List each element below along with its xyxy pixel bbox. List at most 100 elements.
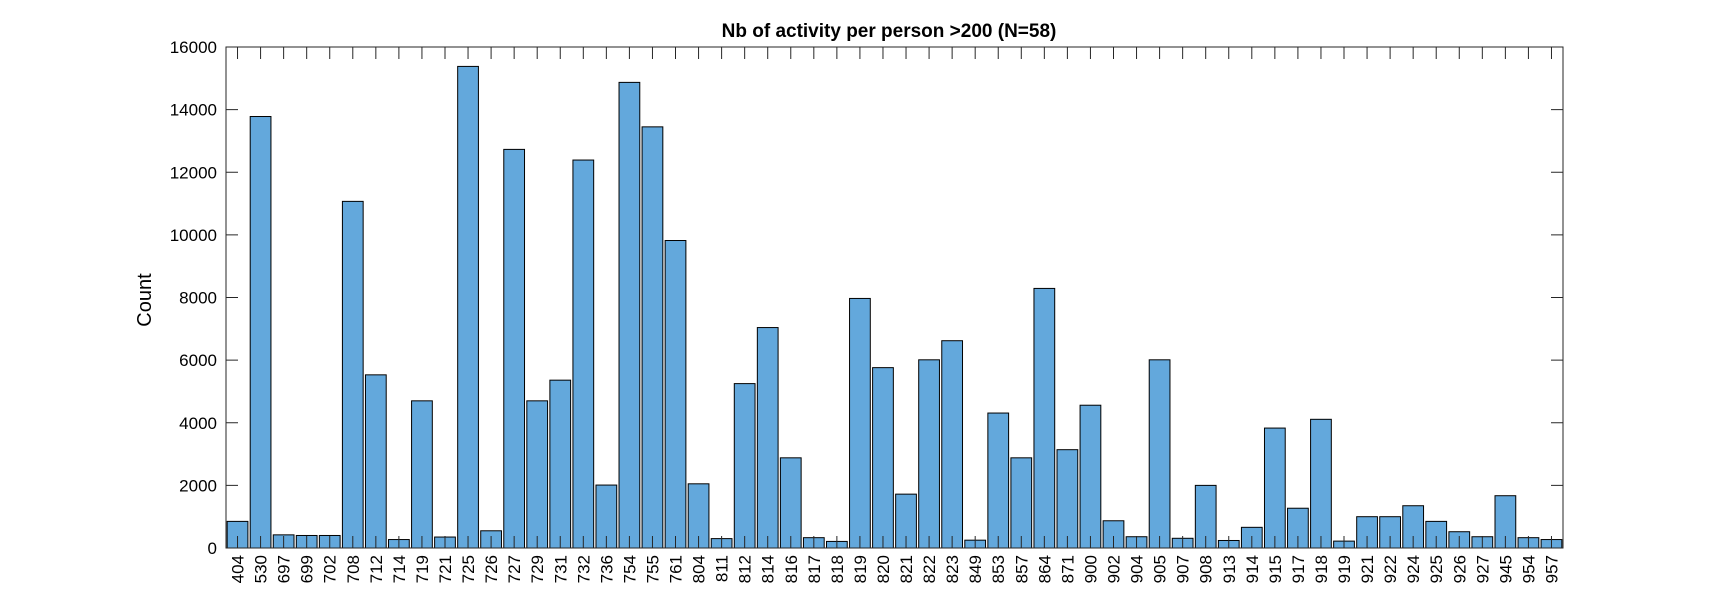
x-tick-label: 820 xyxy=(874,555,893,583)
bar-725 xyxy=(457,65,479,549)
x-tick-label: 719 xyxy=(413,555,432,583)
x-tick-label: 945 xyxy=(1496,555,1515,583)
x-tick-label: 822 xyxy=(920,555,939,583)
y-tick-label: 12000 xyxy=(170,163,217,182)
bar-761 xyxy=(664,240,687,549)
x-tick-label: 904 xyxy=(1128,555,1147,583)
x-tick-label: 926 xyxy=(1450,555,1469,583)
bar-727 xyxy=(503,148,526,549)
y-tick-label: 4000 xyxy=(179,414,217,433)
x-tick-label: 708 xyxy=(344,555,363,583)
x-tick-label: 812 xyxy=(736,555,755,583)
x-tick-label: 818 xyxy=(828,555,847,583)
x-tick-label: 816 xyxy=(782,555,801,583)
x-tick-label: 697 xyxy=(275,555,294,583)
bar-816 xyxy=(779,457,802,549)
bar-900 xyxy=(1079,404,1102,549)
x-tick-label: 924 xyxy=(1404,555,1423,583)
x-tick-label: 721 xyxy=(436,555,455,583)
y-tick-label: 6000 xyxy=(179,351,217,370)
x-tick-label: 821 xyxy=(897,555,916,583)
bar-530 xyxy=(249,116,272,549)
x-tick-label: 736 xyxy=(597,555,616,583)
bar-812 xyxy=(733,383,756,549)
x-tick-label: 530 xyxy=(252,555,271,583)
x-tick-label: 954 xyxy=(1519,555,1538,583)
x-tick-label: 915 xyxy=(1266,555,1285,583)
bar-729 xyxy=(526,400,549,549)
x-tick-label: 902 xyxy=(1104,555,1123,583)
y-tick-label: 14000 xyxy=(170,101,217,120)
x-tick-label: 919 xyxy=(1335,555,1354,583)
x-tick-label: 857 xyxy=(1012,555,1031,583)
x-tick-label: 814 xyxy=(759,555,778,583)
x-tick-label: 702 xyxy=(321,555,340,583)
x-tick-label: 754 xyxy=(620,555,639,583)
x-tick-label: 804 xyxy=(690,555,709,583)
x-tick-label: 925 xyxy=(1427,555,1446,583)
x-tick-label: 853 xyxy=(989,555,1008,583)
x-tick-label: 917 xyxy=(1289,555,1308,583)
ticks-layer: 0 2000 4000 6000 8000 10000 12000 14000 16000 404… xyxy=(170,38,1563,583)
x-tick-label: 712 xyxy=(367,555,386,583)
x-tick-label: 714 xyxy=(390,555,409,583)
y-tick-label: 8000 xyxy=(179,289,217,308)
bar-719 xyxy=(411,400,433,549)
bar-871 xyxy=(1056,449,1079,549)
bar-708 xyxy=(341,200,364,549)
chart-title: Nb of activity per person >200 (N=58) xyxy=(722,21,1057,42)
x-tick-label: 761 xyxy=(667,555,686,583)
x-tick-label: 823 xyxy=(943,555,962,583)
y-tick-label: 10000 xyxy=(170,226,217,245)
x-tick-label: 726 xyxy=(482,555,501,583)
x-tick-label: 905 xyxy=(1151,555,1170,583)
bar-755 xyxy=(641,126,664,549)
x-tick-label: 817 xyxy=(805,555,824,583)
bars-layer xyxy=(226,65,1563,549)
x-tick-label: 908 xyxy=(1197,555,1216,583)
x-tick-label: 864 xyxy=(1035,555,1054,583)
x-tick-label: 918 xyxy=(1312,555,1331,583)
bar-822 xyxy=(918,359,940,549)
bar-731 xyxy=(549,379,572,549)
x-tick-label: 913 xyxy=(1220,555,1239,583)
x-tick-label: 819 xyxy=(851,555,870,583)
y-tick-label: 16000 xyxy=(170,38,217,57)
y-tick-label: 0 xyxy=(208,539,217,558)
x-tick-label: 731 xyxy=(551,555,570,583)
x-tick-label: 922 xyxy=(1381,555,1400,583)
y-axis-label: Count xyxy=(134,273,156,327)
bar-819 xyxy=(849,297,871,549)
x-tick-label: 811 xyxy=(713,555,732,582)
y-tick-label: 2000 xyxy=(179,476,217,495)
bar-853 xyxy=(987,412,1010,549)
x-tick-label: 727 xyxy=(505,555,524,583)
x-tick-label: 404 xyxy=(229,555,248,583)
x-tick-label: 729 xyxy=(528,555,547,583)
x-tick-label: 725 xyxy=(459,555,478,583)
x-tick-label: 732 xyxy=(574,555,593,583)
x-tick-label: 921 xyxy=(1358,555,1377,583)
x-tick-label: 755 xyxy=(643,555,662,583)
bar-754 xyxy=(618,81,641,549)
bar-857 xyxy=(1010,457,1033,549)
bar-905 xyxy=(1148,359,1171,549)
x-tick-label: 849 xyxy=(966,555,985,583)
x-tick-label: 699 xyxy=(298,555,317,583)
x-tick-label: 900 xyxy=(1081,555,1100,583)
x-tick-label: 927 xyxy=(1473,555,1492,583)
bar-814 xyxy=(756,327,779,549)
bar-918 xyxy=(1310,418,1332,549)
bar-732 xyxy=(572,159,595,549)
bar-915 xyxy=(1263,427,1286,549)
bar-864 xyxy=(1033,287,1056,549)
x-tick-label: 957 xyxy=(1542,555,1561,583)
bar-820 xyxy=(872,367,894,549)
bar-712 xyxy=(364,374,387,549)
x-tick-label: 871 xyxy=(1058,555,1077,583)
x-tick-label: 907 xyxy=(1174,555,1193,583)
x-tick-label: 914 xyxy=(1243,555,1262,583)
bar-823 xyxy=(941,340,964,549)
